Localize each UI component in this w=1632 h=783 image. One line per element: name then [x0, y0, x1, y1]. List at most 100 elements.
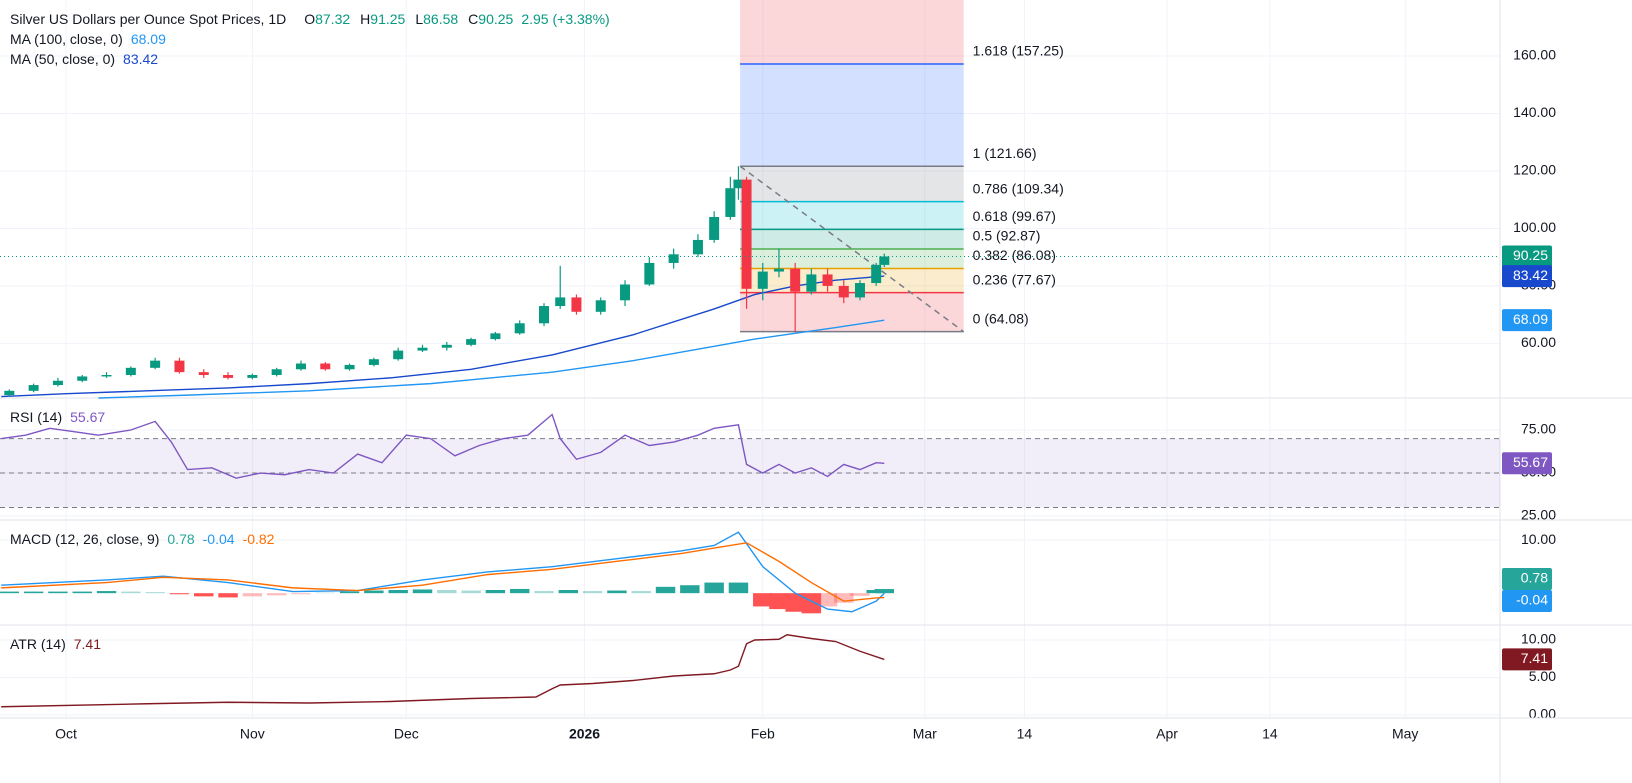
candle-body	[871, 264, 882, 284]
ma-tag: 68.09	[1513, 311, 1548, 327]
legend: Silver US Dollars per Ounce Spot Prices,…	[10, 11, 610, 27]
candle-body	[417, 347, 428, 351]
histogram-bar	[509, 588, 530, 594]
macd-line	[1, 531, 885, 613]
legend-value: 0.78	[167, 531, 194, 547]
ohlc-value: 87.32	[315, 11, 350, 27]
legend: MACD (12, 26, close, 9) 0.78 -0.04 -0.82	[10, 531, 275, 547]
histogram-bar	[850, 593, 870, 596]
histogram-bar	[96, 591, 117, 594]
moving-average	[98, 319, 885, 399]
candle-body	[692, 239, 703, 255]
histogram-bar	[23, 591, 44, 594]
candle-body	[271, 369, 282, 376]
histogram-bar	[291, 593, 311, 595]
legend-name: ATR (14)	[10, 636, 66, 652]
candle-body	[725, 188, 736, 217]
indicator-tag-bg	[1502, 452, 1552, 475]
histogram-bar	[607, 590, 627, 594]
candle-body	[757, 271, 768, 289]
indicator-line	[1, 634, 885, 708]
ma-tag-bg	[1502, 265, 1552, 288]
histogram-bar	[817, 593, 838, 607]
ohlc-value: 86.58	[423, 11, 458, 27]
y-tick-label: 10.00	[1521, 631, 1556, 647]
candle-body	[668, 254, 679, 263]
price-tag-bg	[1502, 245, 1552, 268]
legend-title: Silver US Dollars per Ounce Spot Prices,…	[10, 11, 286, 27]
candle-body	[174, 360, 185, 373]
candle-body	[571, 297, 582, 312]
candle-body	[247, 375, 258, 378]
legend-value: 83.42	[123, 51, 158, 67]
ma-tag-bg	[1502, 309, 1552, 332]
histogram-bar	[785, 593, 805, 612]
candle-body	[320, 363, 331, 370]
candle-body	[854, 283, 865, 298]
fib-trend-line	[739, 165, 965, 333]
histogram-bar	[704, 582, 724, 594]
y-tick-label: 10.00	[1521, 531, 1556, 547]
histogram-bar	[753, 593, 773, 607]
y-tick-label: 5.00	[1529, 668, 1556, 684]
histogram-bar	[834, 593, 854, 603]
legend-value: 7.41	[74, 636, 101, 652]
macd-tag: -0.04	[1516, 592, 1548, 608]
histogram-bar	[242, 593, 263, 597]
indicator-tag: 55.67	[1513, 454, 1548, 470]
candle-body	[344, 364, 355, 370]
candle-body	[52, 380, 63, 386]
histogram-bar	[315, 592, 335, 594]
candle-body	[620, 284, 631, 301]
legend: MA (50, close, 0) 83.42	[10, 51, 158, 67]
fib-label: 0.5 (92.87)	[973, 228, 1041, 244]
histogram-bar	[769, 593, 789, 610]
legend-value: 55.67	[70, 409, 105, 425]
candle-body	[773, 268, 784, 272]
candle-body	[223, 375, 234, 378]
fib-zone	[740, 63, 964, 167]
histogram-bar	[218, 593, 238, 598]
moving-average	[1, 275, 885, 398]
fib-label: 0.236 (77.67)	[973, 271, 1056, 287]
candle-body	[806, 274, 817, 292]
indicator-tag: 7.41	[1521, 650, 1548, 666]
candle-body	[741, 179, 752, 289]
legend-name: RSI (14)	[10, 409, 62, 425]
ohlc-value: 91.25	[370, 11, 405, 27]
indicator-line	[1, 413, 885, 479]
y-tick-label: 120.00	[1513, 162, 1556, 178]
candle-body	[555, 297, 566, 307]
candle-body	[125, 367, 136, 376]
ohlc-letter: L	[415, 11, 423, 27]
histogram-bar	[655, 586, 676, 594]
ohlc-letter: H	[360, 11, 370, 27]
fib-zone	[740, 268, 964, 293]
histogram-bar	[680, 585, 700, 594]
histogram-bar	[266, 593, 287, 596]
histogram-bar	[0, 591, 20, 594]
histogram-bar	[582, 591, 603, 594]
fib-zone	[740, 229, 964, 249]
candle-body	[4, 390, 15, 396]
fib-zone	[740, 166, 964, 202]
candle-body	[77, 376, 88, 381]
candle-body	[790, 268, 801, 292]
histogram-bar	[874, 589, 895, 594]
candle-body	[393, 350, 404, 360]
candle-body	[198, 372, 209, 376]
x-tick-label: Mar	[913, 726, 937, 742]
legend: MA (100, close, 0) 68.09	[10, 31, 166, 47]
candle-body	[733, 179, 744, 189]
histogram-bar	[558, 590, 579, 594]
x-tick-label: Oct	[55, 726, 77, 742]
candle-body	[28, 385, 39, 391]
histogram-bar	[121, 591, 141, 594]
candle-body	[490, 333, 501, 340]
legend-name: MA (100, close, 0)	[10, 31, 123, 47]
legend: RSI (14) 55.67	[10, 409, 105, 425]
y-tick-label: 160.00	[1513, 47, 1556, 63]
y-tick-label: 100.00	[1513, 219, 1556, 235]
histogram-bar	[534, 591, 554, 594]
